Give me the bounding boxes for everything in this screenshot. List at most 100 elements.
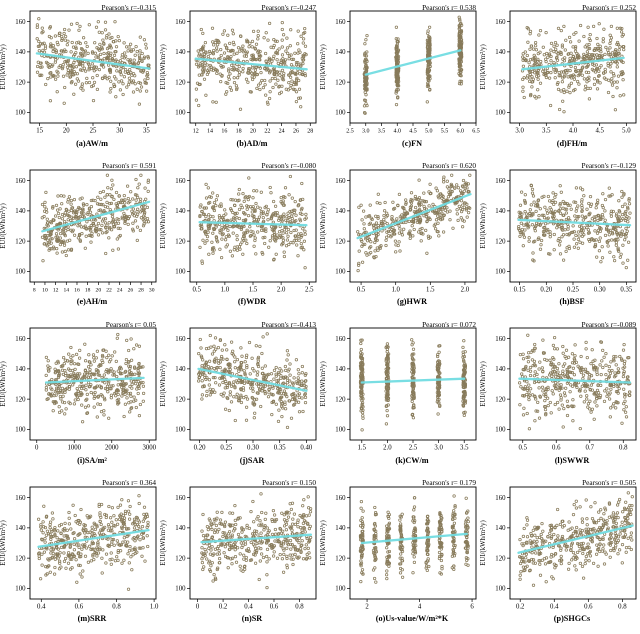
data-point bbox=[206, 222, 210, 227]
data-point bbox=[359, 341, 363, 346]
data-point bbox=[604, 45, 608, 50]
data-point bbox=[614, 211, 619, 216]
data-point bbox=[545, 211, 550, 215]
data-point bbox=[45, 217, 49, 221]
data-point bbox=[44, 385, 49, 390]
data-point bbox=[598, 214, 602, 218]
data-point bbox=[557, 242, 562, 247]
data-point bbox=[300, 233, 304, 237]
data-point bbox=[553, 209, 557, 213]
data-point bbox=[69, 201, 73, 206]
data-point bbox=[303, 44, 308, 48]
data-point bbox=[118, 200, 122, 204]
data-point bbox=[78, 237, 82, 242]
data-point bbox=[37, 17, 41, 21]
data-point bbox=[517, 224, 521, 228]
x-tick-label: 1.5 bbox=[426, 286, 435, 293]
data-point bbox=[131, 90, 136, 94]
data-point bbox=[200, 385, 205, 389]
data-point bbox=[611, 231, 615, 235]
data-point bbox=[445, 209, 450, 214]
data-point bbox=[279, 58, 283, 62]
data-point bbox=[225, 385, 229, 390]
data-point bbox=[78, 24, 82, 29]
data-point bbox=[128, 384, 132, 389]
data-point bbox=[544, 228, 549, 232]
data-point bbox=[429, 191, 433, 195]
data-point bbox=[94, 356, 98, 360]
data-point bbox=[37, 39, 41, 44]
data-point bbox=[427, 25, 432, 29]
data-point bbox=[244, 418, 249, 422]
data-point bbox=[428, 38, 432, 42]
data-point bbox=[282, 71, 286, 76]
data-point bbox=[78, 196, 82, 201]
data-point bbox=[538, 206, 542, 210]
data-point bbox=[279, 391, 284, 395]
data-point bbox=[229, 217, 233, 222]
data-point bbox=[97, 67, 102, 72]
data-point bbox=[95, 224, 99, 228]
data-point bbox=[445, 205, 449, 209]
data-point bbox=[88, 371, 92, 375]
data-point bbox=[198, 337, 202, 342]
data-point bbox=[285, 358, 289, 362]
x-tick-label: 4.5 bbox=[595, 128, 604, 135]
data-point bbox=[233, 355, 237, 359]
data-point bbox=[597, 239, 602, 243]
data-point bbox=[227, 77, 231, 82]
pearson-annotation: Pearson's r=-0.315 bbox=[101, 2, 156, 12]
data-point bbox=[141, 399, 145, 403]
data-point bbox=[206, 54, 211, 59]
data-point bbox=[66, 217, 70, 221]
data-point bbox=[248, 372, 252, 376]
x-tick-label: 0.30 bbox=[594, 286, 606, 293]
data-point bbox=[131, 196, 135, 201]
data-point bbox=[108, 36, 112, 40]
data-point bbox=[256, 357, 260, 361]
data-point bbox=[595, 200, 600, 205]
data-point bbox=[457, 204, 461, 208]
data-point bbox=[210, 205, 215, 209]
data-point bbox=[204, 214, 208, 218]
data-point bbox=[608, 38, 613, 43]
data-point bbox=[111, 217, 115, 221]
data-point bbox=[376, 214, 380, 218]
data-point bbox=[220, 348, 224, 352]
data-point bbox=[219, 255, 224, 259]
data-point bbox=[288, 362, 292, 366]
x-tick-label: 24 bbox=[117, 287, 123, 293]
data-point bbox=[214, 234, 218, 239]
data-point bbox=[123, 200, 127, 205]
data-point bbox=[212, 208, 217, 212]
data-point bbox=[528, 72, 532, 77]
data-point bbox=[138, 81, 143, 85]
data-point bbox=[54, 235, 58, 239]
data-point bbox=[232, 395, 236, 399]
x-tick-label: 26 bbox=[128, 287, 134, 293]
data-point bbox=[258, 87, 262, 92]
data-point bbox=[416, 218, 420, 222]
data-point bbox=[458, 70, 463, 75]
data-point bbox=[284, 87, 288, 91]
data-point bbox=[400, 232, 405, 237]
data-point bbox=[126, 58, 130, 62]
data-point bbox=[466, 181, 470, 186]
data-point bbox=[222, 217, 226, 222]
data-point bbox=[582, 77, 587, 81]
data-point bbox=[272, 257, 276, 262]
data-point bbox=[466, 189, 470, 193]
data-point bbox=[595, 87, 600, 91]
data-point bbox=[356, 229, 360, 233]
data-point bbox=[65, 65, 70, 69]
data-point bbox=[77, 28, 81, 32]
data-point bbox=[207, 226, 212, 230]
data-point bbox=[235, 51, 239, 55]
data-point bbox=[260, 389, 264, 393]
x-tick-label: 0.20 bbox=[540, 286, 552, 293]
data-point bbox=[141, 365, 145, 369]
data-point bbox=[567, 232, 571, 237]
data-point bbox=[83, 246, 87, 250]
data-point bbox=[280, 214, 284, 218]
data-point bbox=[266, 38, 270, 42]
